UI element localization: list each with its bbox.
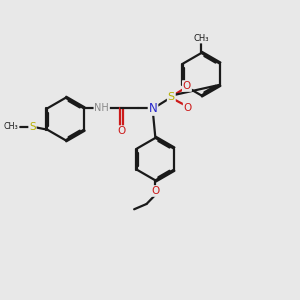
Text: NH: NH: [94, 103, 109, 113]
Text: S: S: [29, 122, 36, 132]
Text: CH₃: CH₃: [4, 122, 19, 131]
Text: O: O: [184, 103, 192, 113]
Text: O: O: [151, 186, 160, 196]
Text: O: O: [183, 81, 191, 91]
Text: N: N: [148, 102, 158, 115]
Text: CH₃: CH₃: [194, 34, 209, 43]
Text: O: O: [117, 126, 126, 136]
Text: S: S: [168, 92, 175, 102]
